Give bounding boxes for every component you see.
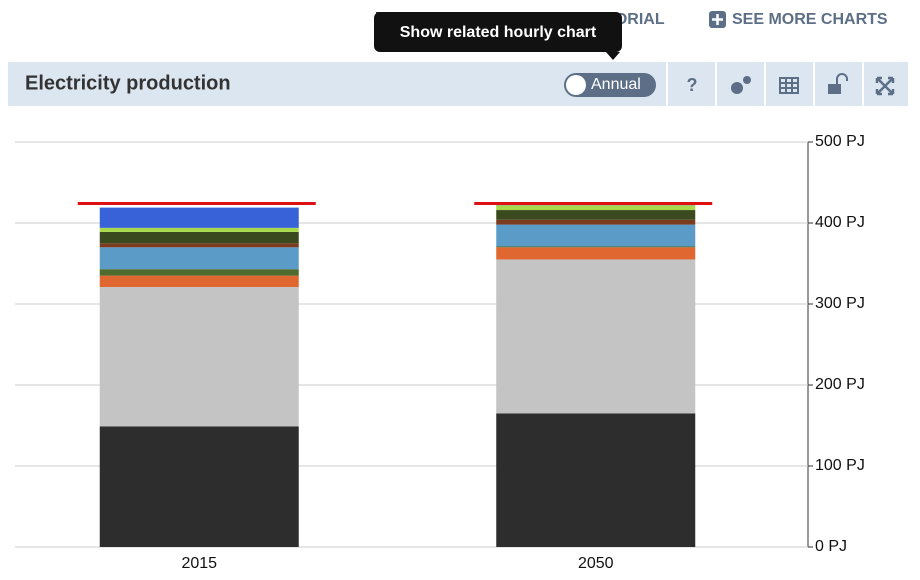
lock-shackle <box>836 73 848 84</box>
tooltip-text: Show related hourly chart <box>400 24 597 41</box>
bar-segment <box>496 205 696 211</box>
bar-segment <box>99 231 299 244</box>
tooltip-arrow <box>606 52 620 60</box>
lock-body <box>828 84 841 94</box>
y-tick-label: 300 PJ <box>815 295 865 312</box>
bar-segment <box>99 243 299 248</box>
bar-segment <box>496 210 696 220</box>
bar-segment <box>99 426 299 547</box>
more-charts-link[interactable]: SEE MORE CHARTS <box>732 11 888 28</box>
gear <box>743 76 751 84</box>
bar-segment <box>496 219 696 225</box>
bar-segment <box>99 227 299 232</box>
tooltip <box>374 12 622 52</box>
x-tick-label: 2050 <box>578 555 614 572</box>
y-tick-label: 400 PJ <box>815 214 865 231</box>
fullscreen-button[interactable] <box>875 76 895 96</box>
table-lines <box>780 78 798 93</box>
y-tick-label: 0 PJ <box>815 538 847 555</box>
annual-toggle[interactable] <box>564 73 656 97</box>
bar-segment <box>99 286 299 427</box>
bar-segment <box>496 246 696 248</box>
help-button[interactable]: ? <box>687 75 698 95</box>
settings-button[interactable] <box>731 76 751 94</box>
toggle-label: Annual <box>591 76 641 93</box>
table-icon <box>779 77 799 94</box>
plus-sign <box>712 14 723 25</box>
toggle-knob <box>566 75 586 95</box>
bar-segment <box>99 207 299 228</box>
bar-segment <box>496 224 696 247</box>
bar-segment <box>99 247 299 270</box>
y-tick-label: 100 PJ <box>815 457 865 474</box>
bar-segment <box>496 413 696 547</box>
bar-segment <box>496 259 696 414</box>
bar-segment <box>99 275 299 287</box>
plot: 0 PJ 100 PJ 200 PJ 300 PJ 400 PJ 500 PJ 2015 20… <box>15 133 865 572</box>
toolbar <box>8 62 908 106</box>
bar-segment <box>496 247 696 260</box>
gear <box>731 82 743 94</box>
bar-segment <box>99 269 299 276</box>
y-tick-label: 200 PJ <box>815 376 865 393</box>
table-button[interactable] <box>779 77 799 94</box>
y-tick-label: 500 PJ <box>815 133 865 150</box>
x-tick-label: 2015 <box>181 555 217 572</box>
chart-title: Electricity production <box>25 72 231 94</box>
lock-button[interactable] <box>828 73 848 94</box>
